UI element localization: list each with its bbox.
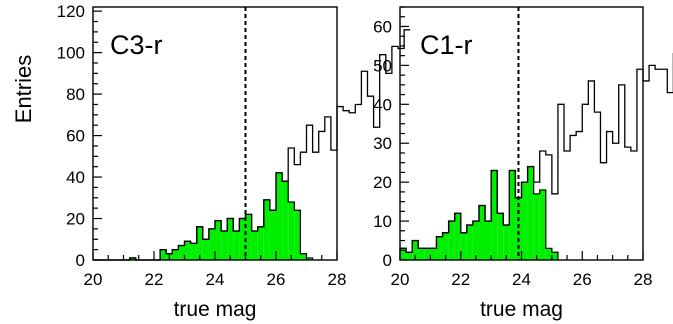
y-tick-label: 20 <box>373 173 392 192</box>
selected-bin <box>466 224 473 260</box>
selected-bin <box>436 236 443 260</box>
selected-bin <box>178 245 185 260</box>
selected-bin <box>527 166 534 260</box>
selected-bin <box>184 241 191 260</box>
x-tick-label: 28 <box>328 270 347 289</box>
y-tick-label: 60 <box>373 17 392 36</box>
selected-bin <box>300 253 307 260</box>
all-objects-histogram-outline <box>93 29 411 261</box>
x-tick-label: 24 <box>512 270 531 289</box>
y-tick-label: 20 <box>66 210 85 229</box>
y-tick-label: 100 <box>57 44 85 63</box>
selected-bin <box>515 197 522 260</box>
selected-bin <box>539 189 546 260</box>
selected-bin <box>306 257 313 260</box>
selected-bin <box>478 205 486 260</box>
selected-bin <box>472 221 479 260</box>
x-tick-label: 22 <box>145 270 164 289</box>
selected-bin <box>245 214 252 260</box>
selected-bin <box>196 226 203 260</box>
selected-bin <box>129 257 136 260</box>
selected-bin <box>545 248 552 260</box>
selected-bin <box>227 218 234 260</box>
selected-bin <box>424 248 431 260</box>
selected-bin <box>509 170 516 260</box>
selected-bin <box>533 193 540 260</box>
selected-bin <box>406 252 413 260</box>
selected-bin <box>294 210 301 260</box>
selected-bin <box>233 230 240 260</box>
x-tick-label: 26 <box>573 270 592 289</box>
x-tick-label: 28 <box>634 270 653 289</box>
selected-bin <box>412 240 419 260</box>
selected-bin <box>503 224 510 260</box>
y-tick-label: 120 <box>57 2 85 21</box>
selected-bin <box>215 220 222 260</box>
selected-bin <box>448 221 455 260</box>
y-tick-label: 10 <box>373 212 392 231</box>
selected-bin <box>202 239 209 260</box>
panel-label: C3-r <box>110 30 163 60</box>
x-tick-label: 20 <box>391 270 410 289</box>
x-tick-label: 20 <box>84 270 103 289</box>
selected-bin <box>491 170 498 260</box>
selected-bin <box>263 199 270 260</box>
x-tick-label: 22 <box>451 270 470 289</box>
selected-bin <box>257 226 264 260</box>
right-histogram-panel: 20 22 24 26 28 0 10 20 30 40 50 60 true mag C1-r <box>373 6 673 321</box>
selected-bin <box>418 248 425 260</box>
selected-bin <box>521 182 528 260</box>
x-tick-label: 24 <box>206 270 225 289</box>
selected-bin <box>221 230 228 260</box>
selected-bin <box>460 232 467 260</box>
selected-bin <box>208 228 215 260</box>
selected-bin <box>251 230 258 260</box>
selected-bin <box>160 249 167 260</box>
panel-label: C1-r <box>420 30 473 60</box>
selected-bin <box>190 243 197 260</box>
y-tick-label: 30 <box>373 134 392 153</box>
selected-bin <box>282 181 289 260</box>
all-objects-histogram-outline <box>400 53 673 253</box>
selected-bin <box>400 248 407 260</box>
y-tick-label: 50 <box>373 56 392 75</box>
y-tick-label: 0 <box>383 251 392 270</box>
selected-bin <box>172 249 179 260</box>
selected-bin <box>269 210 276 260</box>
selected-bin <box>497 213 504 260</box>
selected-bin <box>276 172 283 260</box>
selected-bin <box>485 221 492 260</box>
y-tick-label: 60 <box>66 127 85 146</box>
y-tick-label: 80 <box>66 85 85 104</box>
selected-bin <box>551 252 558 260</box>
selected-bin <box>239 218 246 260</box>
y-axis-label: Entries <box>11 55 36 123</box>
x-axis-label: true mag <box>174 298 257 321</box>
y-tick-label: 40 <box>66 168 85 187</box>
selected-bin <box>430 248 437 260</box>
selected-bin <box>442 232 449 260</box>
x-axis-label: true mag <box>480 298 563 321</box>
x-tick-label: 26 <box>267 270 286 289</box>
y-tick-label: 0 <box>76 251 85 270</box>
y-tick-label: 40 <box>373 95 392 114</box>
selected-bin <box>288 201 295 260</box>
selected-bin <box>454 213 461 260</box>
